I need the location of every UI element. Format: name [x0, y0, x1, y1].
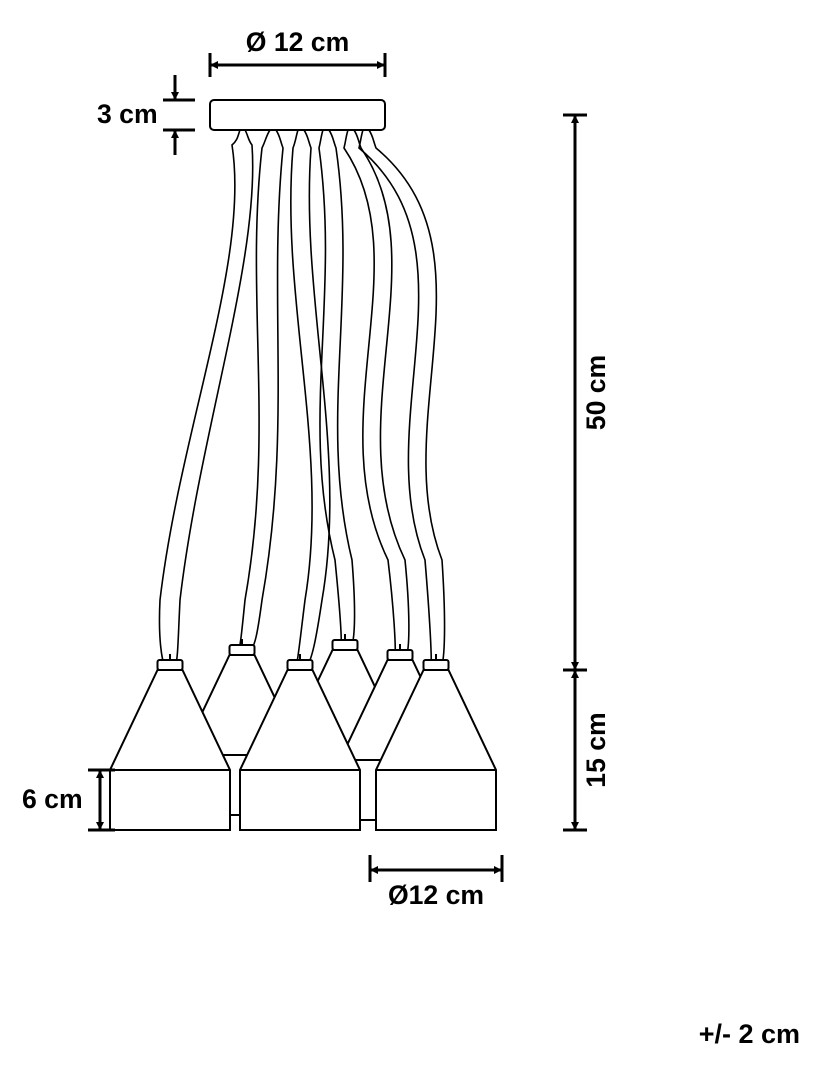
- svg-text:Ø12 cm: Ø12 cm: [388, 880, 484, 910]
- svg-text:3 cm: 3 cm: [97, 99, 158, 129]
- svg-text:15 cm: 15 cm: [581, 712, 611, 787]
- tolerance-label: +/- 2 cm: [699, 1019, 800, 1050]
- svg-text:Ø 12 cm: Ø 12 cm: [246, 27, 349, 57]
- svg-text:6 cm: 6 cm: [22, 784, 83, 814]
- dimension-diagram: Ø 12 cm 3 cm 50 cm 15 cm 6 cm Ø12 cm: [0, 0, 830, 1080]
- svg-text:50 cm: 50 cm: [581, 355, 611, 430]
